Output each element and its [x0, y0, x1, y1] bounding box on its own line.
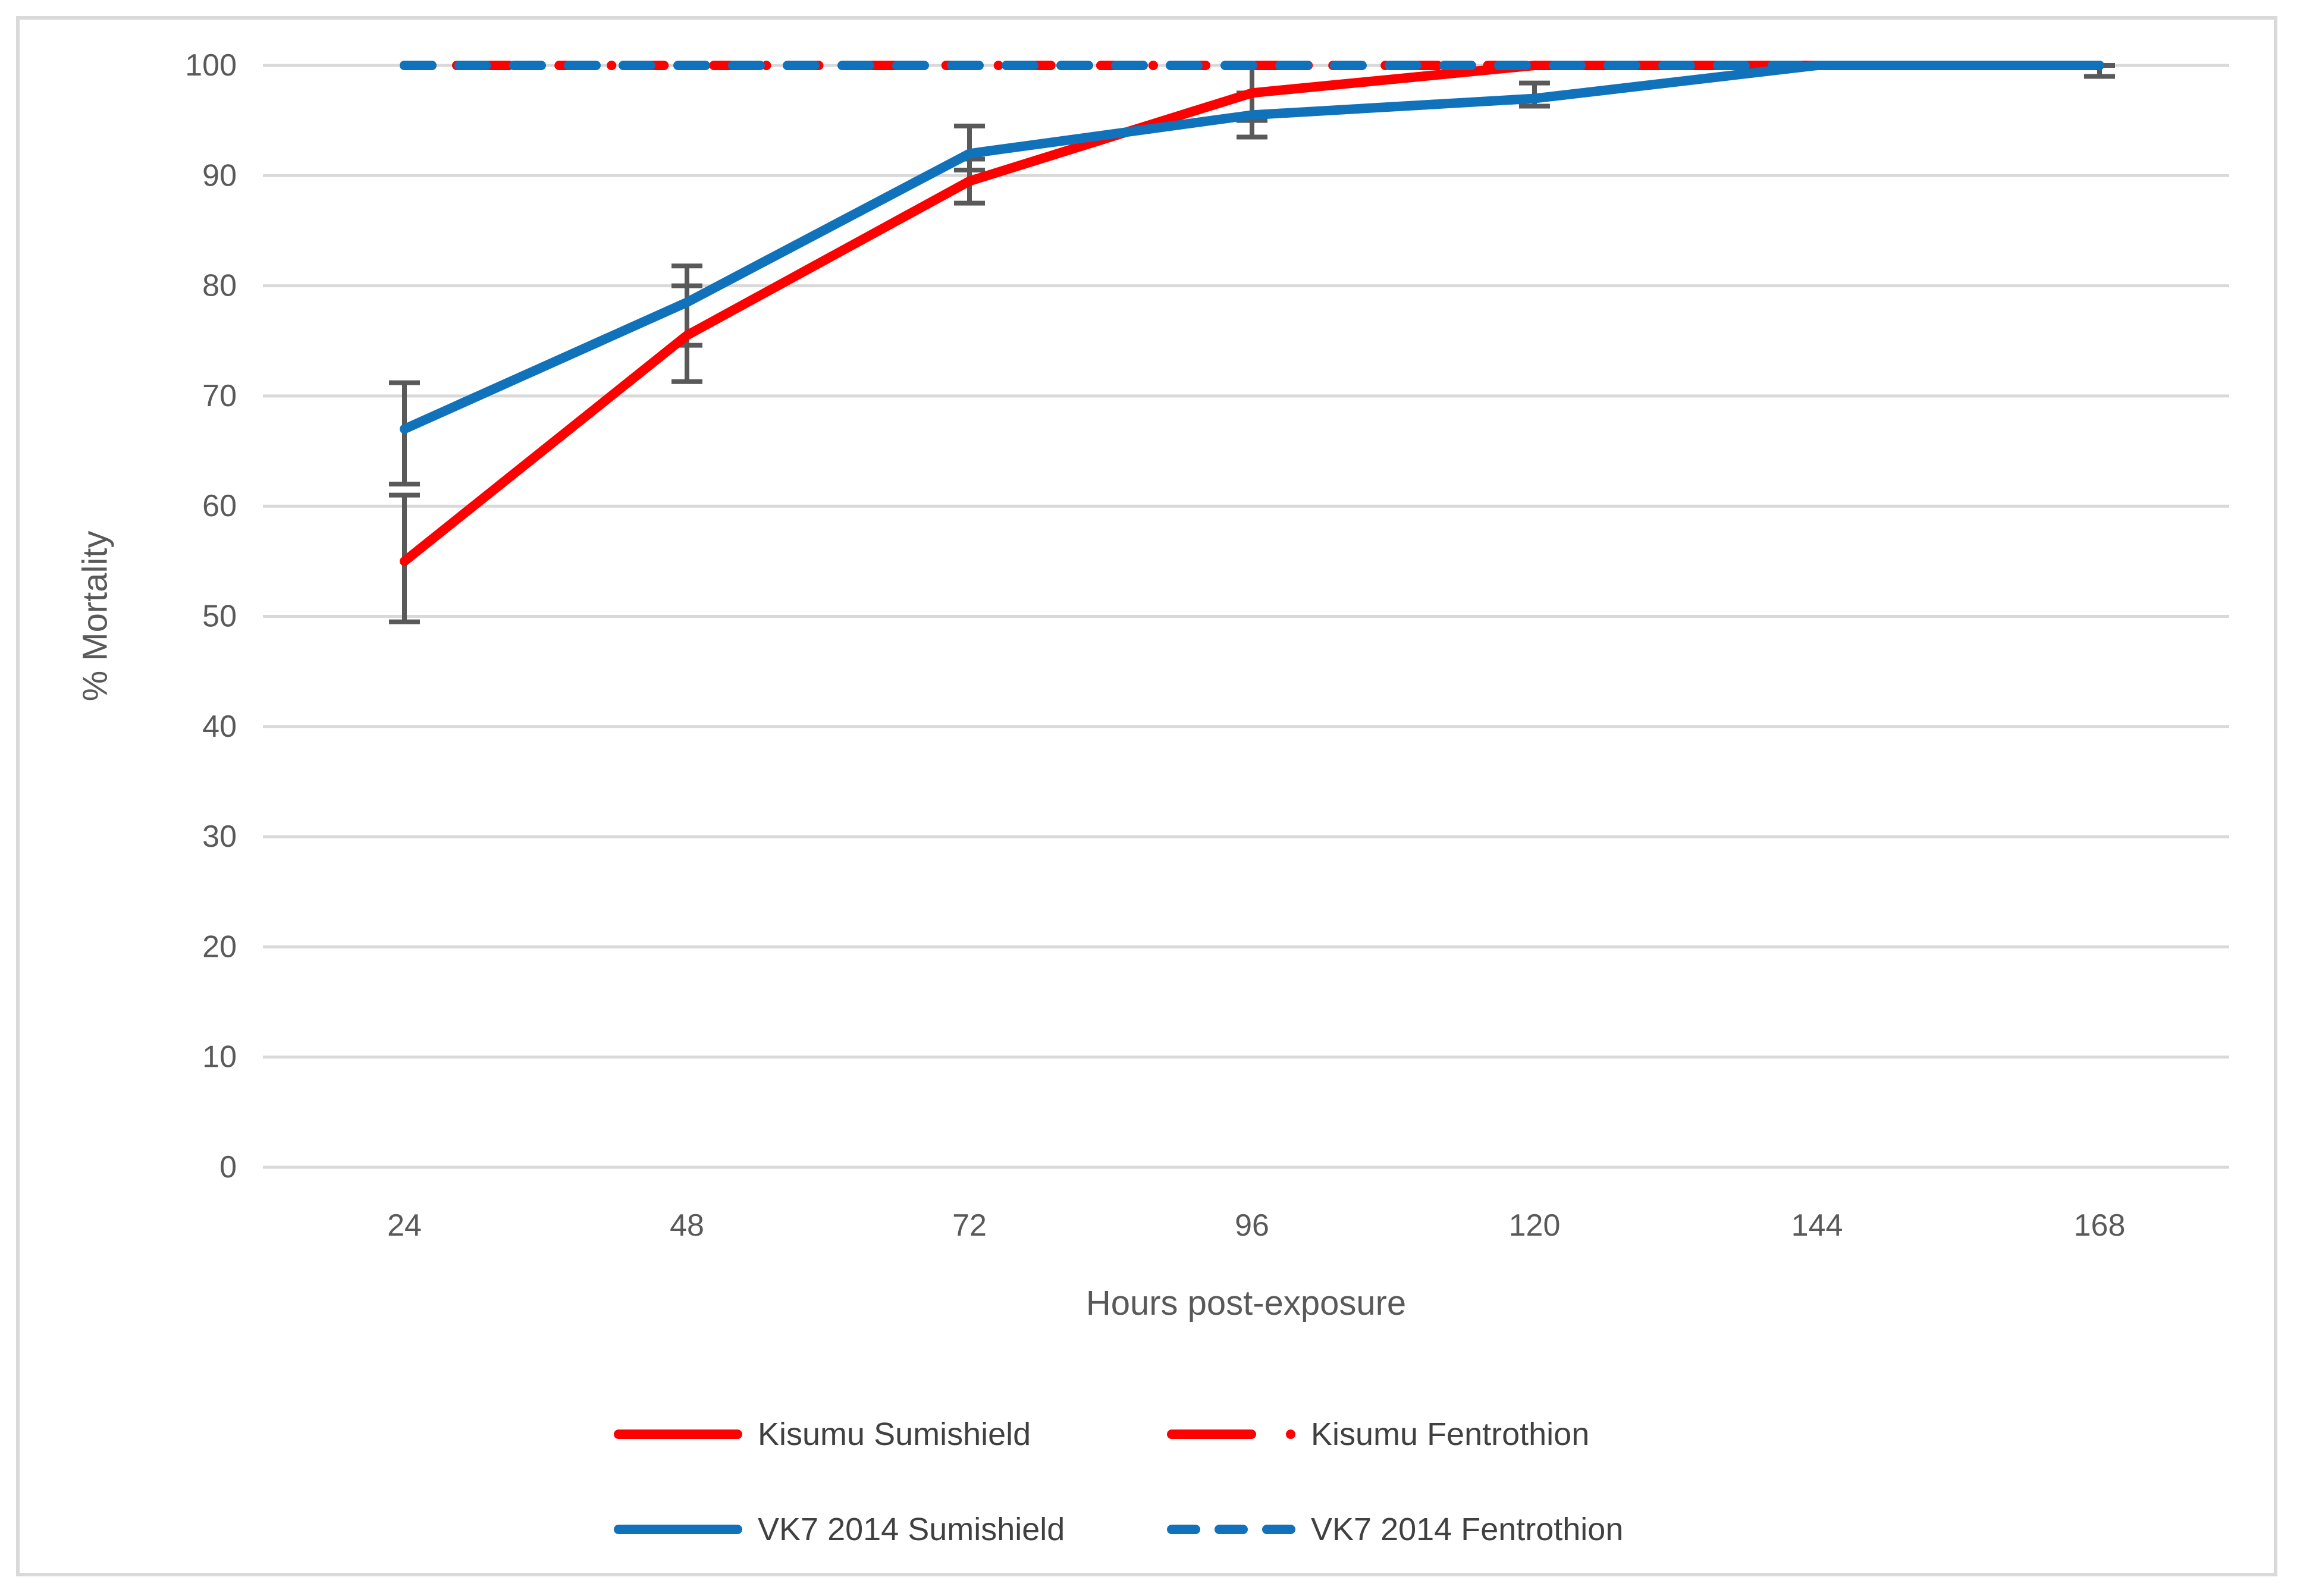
legend-label: VK7 2014 Sumishield [758, 1512, 1065, 1547]
y-tick-label-50: 50 [202, 599, 237, 634]
x-tick-label-72: 72 [952, 1208, 987, 1243]
y-axis-title: % Mortality [76, 530, 115, 702]
legend-label: Kisumu Fentrothion [1311, 1416, 1590, 1452]
legend-item-vk7-fentrothion: VK7 2014 Fentrothion [1167, 1512, 1623, 1547]
legend-label: VK7 2014 Fentrothion [1311, 1512, 1624, 1547]
y-tick-label-10: 10 [202, 1040, 237, 1075]
legend-item-kisumu-fentrothion: Kisumu Fentrothion [1167, 1416, 1589, 1452]
y-tick-label-100: 100 [185, 48, 237, 83]
y-tick-label-20: 20 [202, 929, 237, 964]
legend-item-vk7-sumishield: VK7 2014 Sumishield [614, 1512, 1065, 1547]
legend-swatch-red-dash-dot-icon [1167, 1430, 1295, 1439]
y-tick-label-60: 60 [202, 489, 237, 523]
legend-label: Kisumu Sumishield [758, 1416, 1031, 1452]
y-tick-label-30: 30 [202, 819, 237, 854]
legend-swatch-blue-dashed-icon [1167, 1525, 1295, 1534]
series-line-2 [400, 61, 2104, 434]
x-axis-title: Hours post-exposure [1085, 1284, 1407, 1322]
x-tick-label-96: 96 [1235, 1208, 1269, 1243]
y-tick-label-40: 40 [202, 709, 237, 744]
x-tick-label-120: 120 [1509, 1208, 1561, 1243]
y-tick-label-70: 70 [202, 379, 237, 413]
legend-swatch-blue-solid-icon [614, 1525, 742, 1534]
legend-swatch-red-solid-icon [614, 1430, 742, 1439]
x-tick-label-48: 48 [670, 1208, 704, 1243]
x-tick-label-168: 168 [2074, 1208, 2126, 1243]
x-tick-label-24: 24 [387, 1208, 422, 1243]
y-tick-label-90: 90 [202, 158, 237, 193]
figure-border [16, 16, 2277, 1576]
y-tick-label-80: 80 [202, 269, 237, 303]
y-tick-label-0: 0 [219, 1150, 237, 1185]
x-tick-label-144: 144 [1791, 1208, 1843, 1243]
legend-item-kisumu-sumishield: Kisumu Sumishield [614, 1416, 1031, 1452]
